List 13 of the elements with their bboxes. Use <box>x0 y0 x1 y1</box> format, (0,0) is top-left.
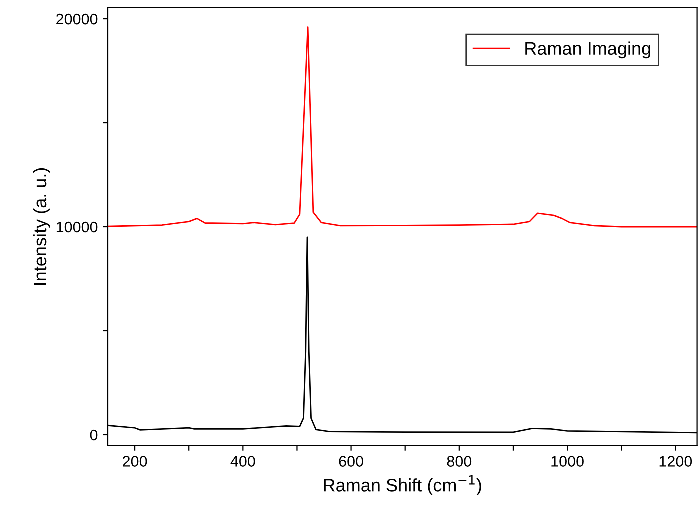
legend-label: Raman Imaging <box>526 42 650 59</box>
line-series <box>108 26 698 228</box>
x-tick-label: 1200 <box>660 456 692 467</box>
x-tick-label: 200 <box>123 456 148 467</box>
x-tick-label: 1000 <box>552 456 584 467</box>
x-axis-title: Raman Shift (cm$^{−1}$) <box>324 476 482 496</box>
y-axis-title: Intensity (a. u.) <box>33 168 50 286</box>
x-tick-label: 800 <box>447 456 472 467</box>
x-tick-label: 600 <box>339 456 364 467</box>
y-tick-label: 0 <box>90 430 98 441</box>
y-tick-label: 20000 <box>56 14 98 25</box>
y-tick-label: 10000 <box>56 222 98 233</box>
x-tick-label: 400 <box>230 456 256 467</box>
